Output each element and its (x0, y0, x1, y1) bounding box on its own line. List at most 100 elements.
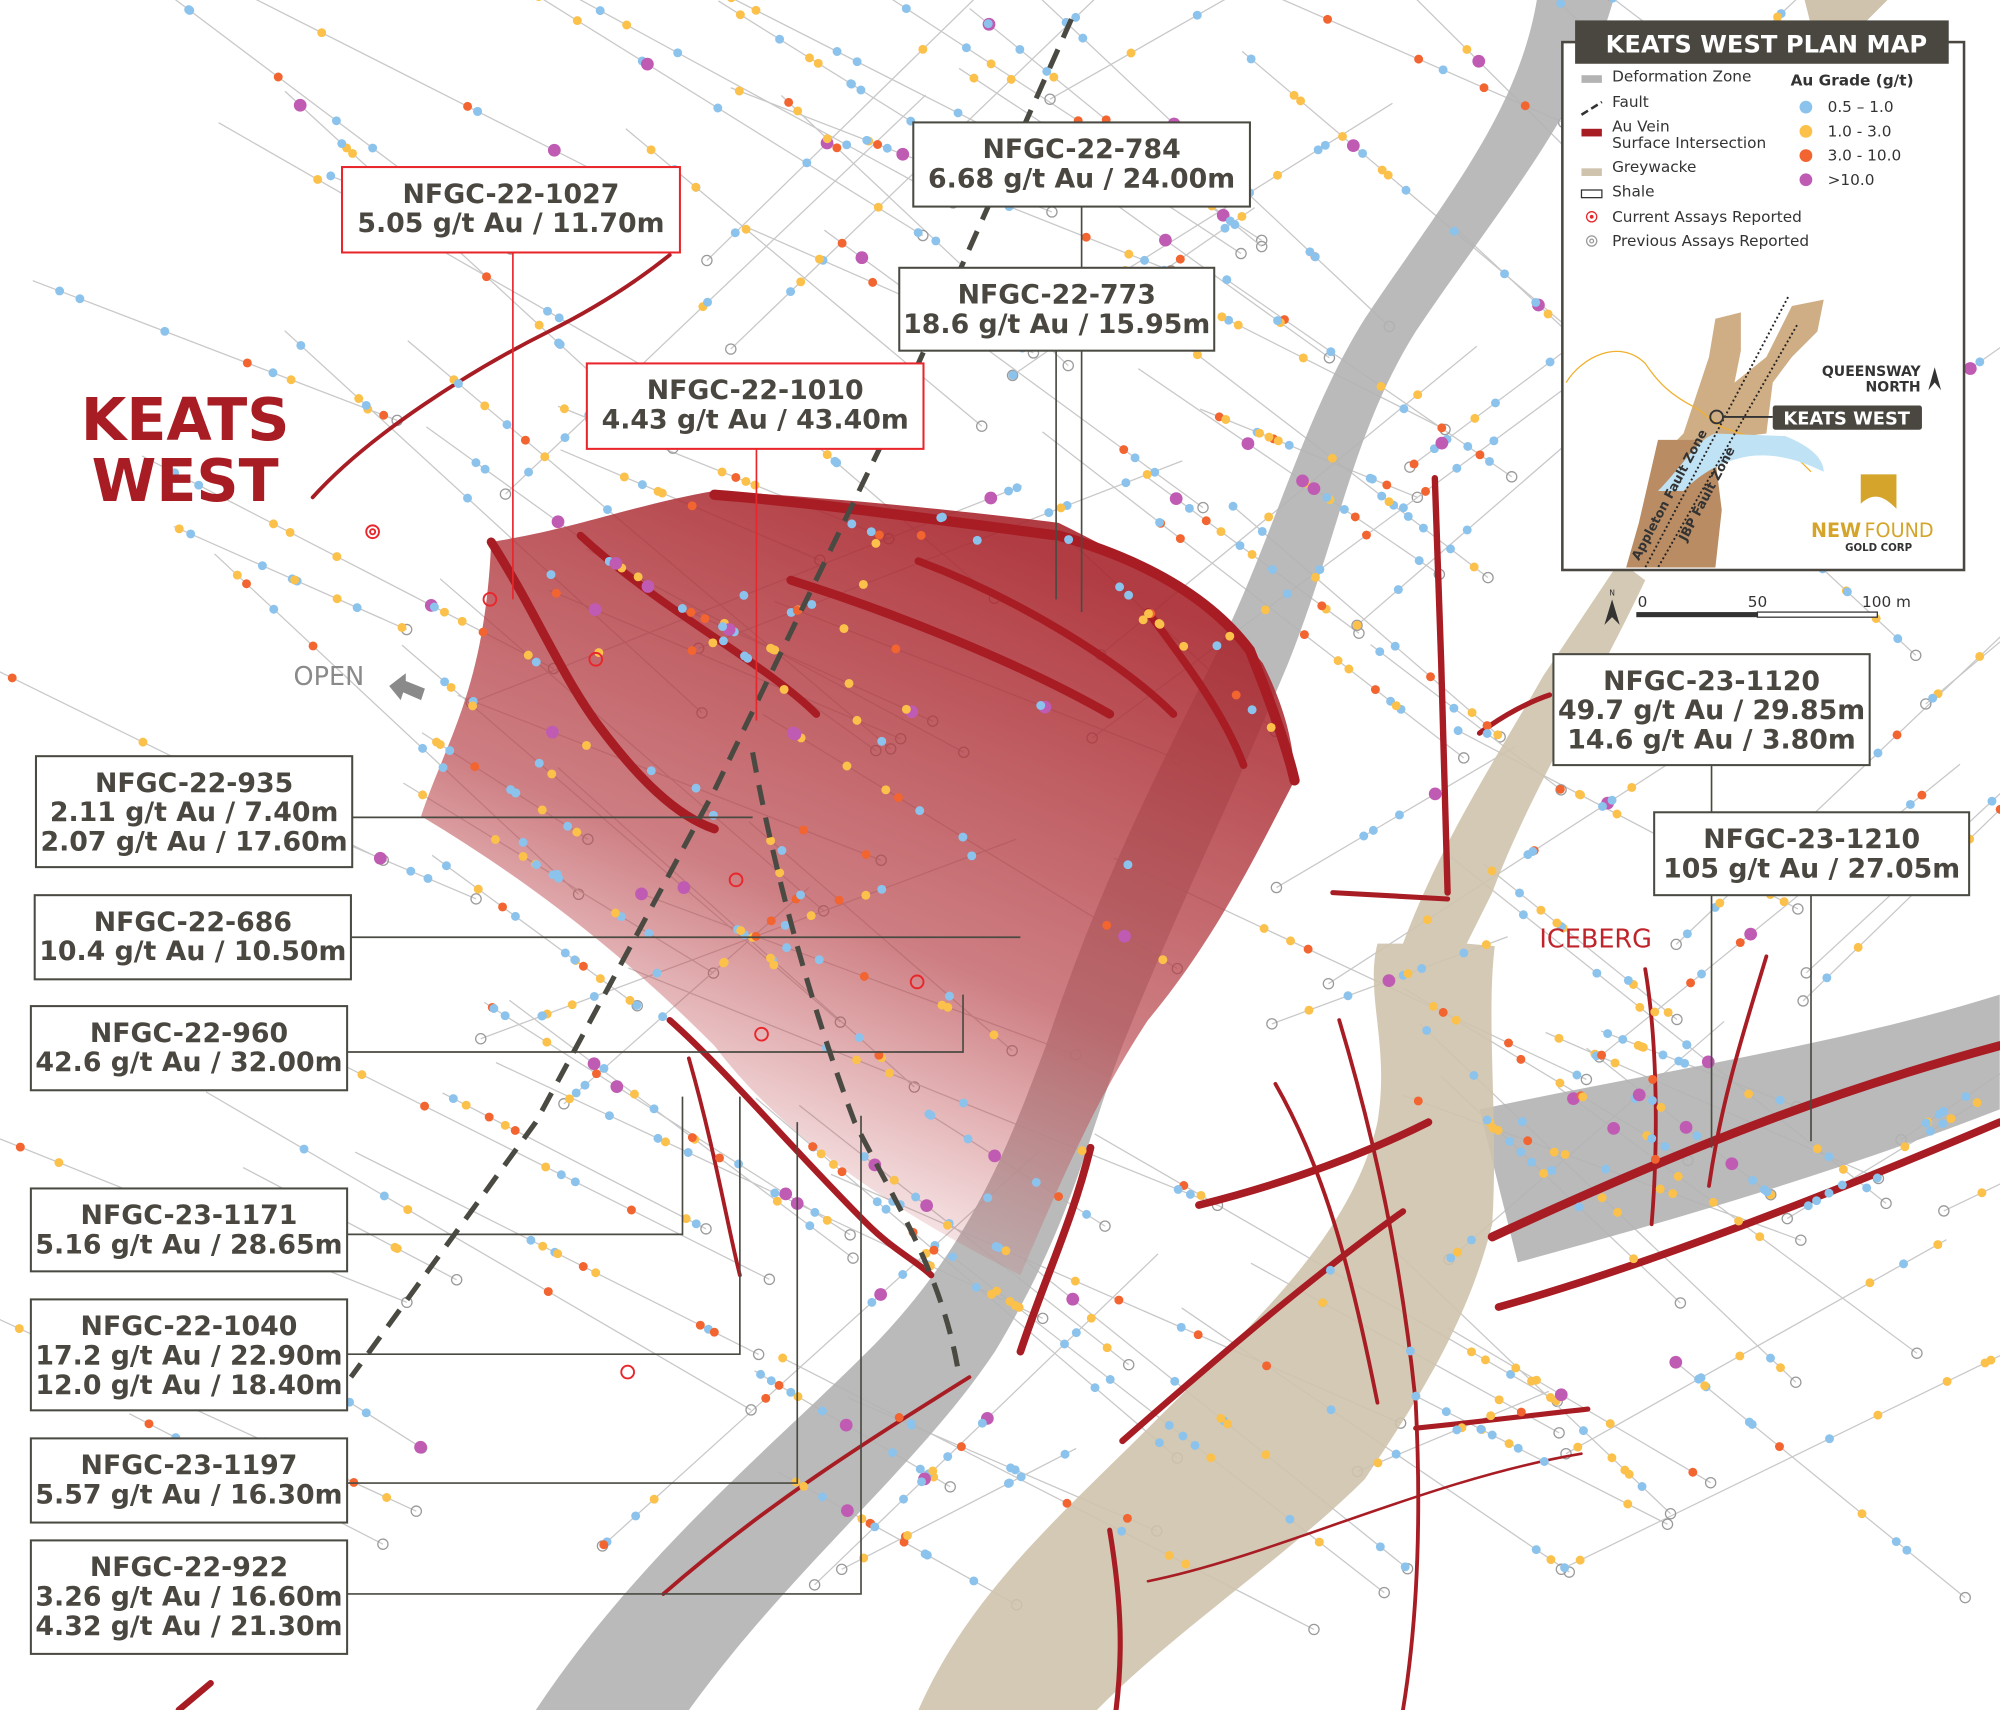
assay-dot (1554, 1033, 1564, 1043)
assay-dot (718, 622, 728, 632)
drill-collar-previous (1322, 977, 1335, 990)
callout-result: 49.7 g/t Au / 29.85m (1558, 695, 1865, 726)
assay-dot (480, 401, 490, 411)
assay-dot (805, 1221, 815, 1231)
assay-dot (1812, 1144, 1822, 1154)
assay-dot (1368, 825, 1378, 835)
assay-dot (1452, 1425, 1462, 1435)
assay-dot (986, 1289, 996, 1299)
assay-dot (1673, 1171, 1683, 1181)
assay-dot (506, 785, 516, 795)
assay-dot (1220, 223, 1230, 233)
assay-dot (924, 1109, 934, 1119)
drill-collar-previous (1062, 359, 1074, 372)
assay-dot (1192, 350, 1202, 360)
assay-dot (687, 646, 697, 656)
assay-dot (1635, 1002, 1645, 1012)
assay-dot (1660, 1142, 1670, 1151)
assay-dot (810, 1207, 820, 1217)
drill-trace (284, 1035, 770, 1280)
assay-dot (816, 1149, 826, 1159)
assay-dot (1531, 297, 1541, 307)
assay-dot (1382, 974, 1396, 988)
assay-dot (1516, 1054, 1526, 1064)
assay-dot (296, 340, 306, 350)
assay-dot (1574, 1202, 1584, 1212)
assay-dot (862, 135, 872, 145)
assay-dot (1555, 784, 1565, 794)
assay-dot (840, 1504, 854, 1517)
assay-dot (1216, 208, 1230, 222)
assay-dot (855, 251, 869, 265)
assay-dot (523, 650, 533, 660)
assay-dot (866, 527, 876, 537)
deformation-zone (535, 0, 1614, 1710)
assay-dot (943, 1220, 952, 1230)
assay-dot (901, 704, 911, 714)
assay-dot (546, 725, 559, 739)
assay-dot (1463, 441, 1473, 451)
assay-dot (852, 57, 862, 67)
callout-box (34, 755, 354, 869)
assay-dot (769, 960, 779, 970)
assay-dot (599, 1063, 609, 1073)
drill-collar-previous (1482, 571, 1494, 584)
assay-dot (891, 644, 901, 654)
assay-dot (635, 887, 648, 901)
assay-dot (1629, 1254, 1639, 1264)
callout-result: 2.07 g/t Au / 17.60m (41, 827, 348, 858)
assay-dot (1891, 1537, 1901, 1547)
legend: KEATS WEST PLAN MAP Deformation Zone Fault… (1561, 20, 1966, 625)
assay-dot (418, 743, 428, 753)
assay-dot (1257, 526, 1267, 536)
assay-dot (1225, 631, 1235, 641)
assay-dot (138, 737, 148, 747)
north-arrow-icon (1604, 599, 1620, 625)
assay-dot (463, 493, 473, 503)
assay-dot (1322, 492, 1332, 502)
assay-dot (560, 433, 570, 443)
assay-dot (1164, 1420, 1174, 1430)
assay-dot (1576, 790, 1585, 800)
assay-dot (766, 643, 776, 653)
assay-dot (953, 108, 963, 118)
assay-dot (1375, 647, 1385, 657)
assay-dot (368, 143, 378, 153)
assay-dot (1221, 415, 1231, 424)
assay-dot (1482, 1115, 1492, 1125)
assay-dot (1610, 1058, 1620, 1068)
assay-dot (750, 480, 760, 490)
assay-dot (770, 1188, 780, 1198)
assay-dot (547, 143, 561, 157)
callout-result: 42.6 g/t Au / 32.00m (35, 1047, 342, 1078)
assay-dot (874, 530, 884, 540)
assay-dot (470, 762, 480, 772)
assay-dot (814, 955, 824, 965)
leader-line (347, 1122, 799, 1484)
assay-dot (55, 286, 65, 296)
assay-dot (572, 827, 582, 837)
assay-dot (709, 1327, 719, 1337)
assay-dot (490, 835, 500, 844)
assay-dot (1812, 1196, 1822, 1206)
assay-dot (1138, 615, 1148, 625)
assay-dot (736, 926, 746, 936)
assay-dot (778, 1353, 788, 1363)
assay-dot (1082, 1209, 1092, 1219)
assay-dot (1260, 605, 1270, 615)
assay-dot (1601, 1164, 1611, 1174)
assay-dot (1411, 1391, 1421, 1401)
assay-dot (779, 685, 789, 694)
assay-dot (1735, 938, 1745, 948)
assay-dot (858, 580, 868, 589)
assay-dot (1176, 1322, 1186, 1332)
assay-dot (1607, 1122, 1621, 1135)
callout-hole-id: NFGC-23-1210 (1703, 824, 1920, 855)
drill-collar-previous (1308, 1623, 1320, 1636)
assay-dot (677, 881, 691, 894)
assay-dot (1578, 1426, 1588, 1436)
drill-collar-previous (1505, 471, 1518, 483)
assay-dot (872, 1197, 882, 1207)
drill-collar-previous (745, 1404, 757, 1416)
